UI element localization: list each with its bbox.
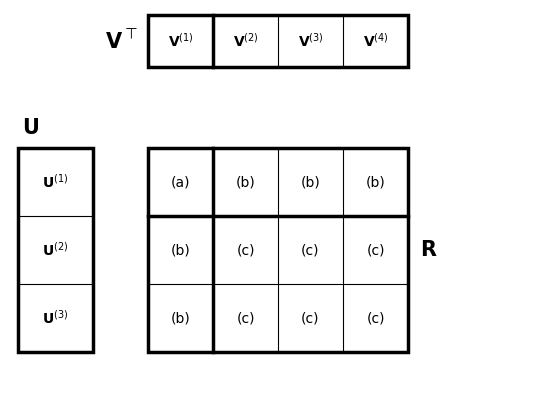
Text: (c): (c) xyxy=(366,243,385,257)
Bar xyxy=(148,148,408,352)
Text: $\mathbf{V}^{(4)}$: $\mathbf{V}^{(4)}$ xyxy=(363,32,389,50)
Text: $\mathbf{U}$: $\mathbf{U}$ xyxy=(22,118,39,138)
Text: (b): (b) xyxy=(301,175,321,189)
Text: $\mathbf{U}^{(1)}$: $\mathbf{U}^{(1)}$ xyxy=(42,173,69,191)
Text: (c): (c) xyxy=(236,311,255,325)
Text: (b): (b) xyxy=(170,243,190,257)
Text: (c): (c) xyxy=(301,311,320,325)
Text: (a): (a) xyxy=(171,175,190,189)
Text: (c): (c) xyxy=(366,311,385,325)
Text: (b): (b) xyxy=(366,175,385,189)
Text: $\mathbf{R}$: $\mathbf{R}$ xyxy=(420,240,437,260)
Text: $\mathbf{V}^{(1)}$: $\mathbf{V}^{(1)}$ xyxy=(168,32,193,50)
Text: $\mathbf{U}^{(2)}$: $\mathbf{U}^{(2)}$ xyxy=(42,241,69,259)
Text: $\mathbf{V}^{\top}$: $\mathbf{V}^{\top}$ xyxy=(105,29,138,53)
Text: (b): (b) xyxy=(170,311,190,325)
Bar xyxy=(18,148,93,352)
Text: $\mathbf{U}^{(3)}$: $\mathbf{U}^{(3)}$ xyxy=(42,309,69,327)
Text: $\mathbf{V}^{(2)}$: $\mathbf{V}^{(2)}$ xyxy=(233,32,258,50)
Text: $\mathbf{V}^{(3)}$: $\mathbf{V}^{(3)}$ xyxy=(297,32,323,50)
Bar xyxy=(148,15,408,67)
Text: (b): (b) xyxy=(236,175,255,189)
Text: (c): (c) xyxy=(301,243,320,257)
Text: (c): (c) xyxy=(236,243,255,257)
